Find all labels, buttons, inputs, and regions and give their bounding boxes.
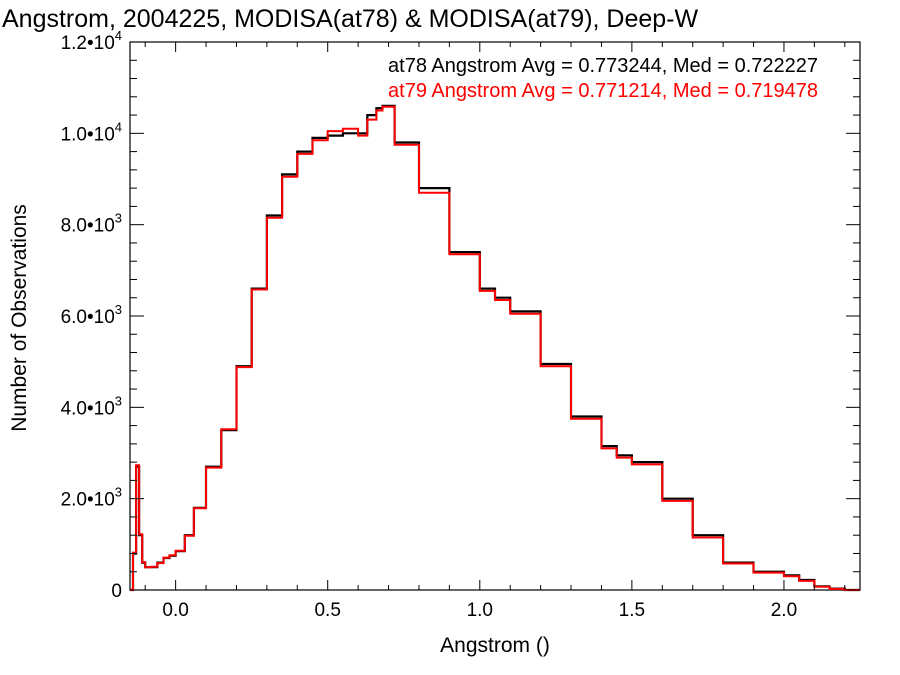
y-axis-label: Number of Observations: [8, 204, 31, 432]
y-tick-label: 6.0•103: [61, 302, 122, 328]
chart-title: Angstrom, 2004225, MODISA(at78) & MODISA…: [2, 5, 698, 33]
x-tick-label: 0.5: [314, 600, 340, 621]
plot-frame: [129, 41, 861, 591]
y-tick-label: 2.0•103: [61, 485, 122, 511]
stats-annotations: at78 Angstrom Avg = 0.773244, Med = 0.72…: [388, 55, 818, 102]
y-tick-mantissa: 6.0•10: [61, 307, 115, 328]
annotation-at79: at79 Angstrom Avg = 0.771214, Med = 0.71…: [388, 80, 818, 102]
y-tick-label: 1.2•104: [61, 28, 122, 54]
y-tick-mantissa: 4.0•10: [61, 398, 115, 419]
y-tick-exponent: 3: [115, 302, 122, 317]
y-tick-exponent: 3: [115, 211, 122, 226]
series-line-at78: [130, 104, 860, 592]
y-axis-ticks: 02.0•1034.0•1036.0•1038.0•1031.0•1041.2•…: [61, 28, 860, 602]
y-tick-mantissa: 2.0•10: [61, 490, 115, 511]
x-tick-label: 1.0: [467, 600, 493, 621]
x-tick-label: 2.0: [771, 600, 797, 621]
y-tick-label: 4.0•103: [61, 393, 122, 419]
y-tick-exponent: 4: [115, 28, 122, 43]
y-tick-mantissa: 0: [111, 581, 122, 602]
x-tick-label: 1.5: [619, 600, 645, 621]
annotation-at78: at78 Angstrom Avg = 0.773244, Med = 0.72…: [388, 55, 818, 77]
series-layer: [130, 104, 860, 592]
y-tick-label: 0: [111, 581, 122, 602]
x-axis-ticks: 0.0 0.5 1.0 1.5 2.0: [144, 42, 846, 621]
plot-border: [129, 41, 861, 591]
y-tick-exponent: 3: [115, 393, 122, 408]
x-tick-label: 0.0: [162, 600, 188, 621]
y-tick-mantissa: 1.2•10: [61, 33, 115, 54]
y-tick-mantissa: 8.0•10: [61, 216, 115, 237]
y-tick-exponent: 3: [115, 485, 122, 500]
y-tick-label: 8.0•103: [61, 211, 122, 237]
y-tick-label: 1.0•104: [61, 119, 122, 145]
y-tick-mantissa: 1.0•10: [61, 124, 115, 145]
y-tick-exponent: 4: [115, 119, 122, 134]
series-line-at79: [130, 105, 860, 591]
x-axis-label: Angstrom (): [440, 634, 550, 657]
